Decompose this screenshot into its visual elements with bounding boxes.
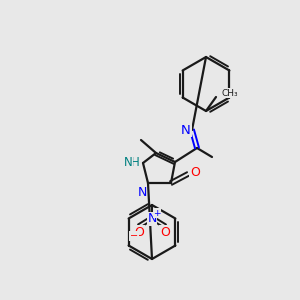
Text: N: N (147, 212, 157, 226)
Text: N: N (124, 157, 132, 169)
Text: H: H (130, 157, 140, 169)
Text: O: O (190, 166, 200, 178)
Text: O: O (160, 226, 170, 238)
Text: O: O (134, 226, 144, 238)
Text: −: − (130, 231, 138, 241)
Text: N: N (137, 185, 147, 199)
Text: CH₃: CH₃ (221, 88, 238, 98)
Text: N: N (181, 124, 191, 136)
Text: +: + (153, 208, 161, 217)
